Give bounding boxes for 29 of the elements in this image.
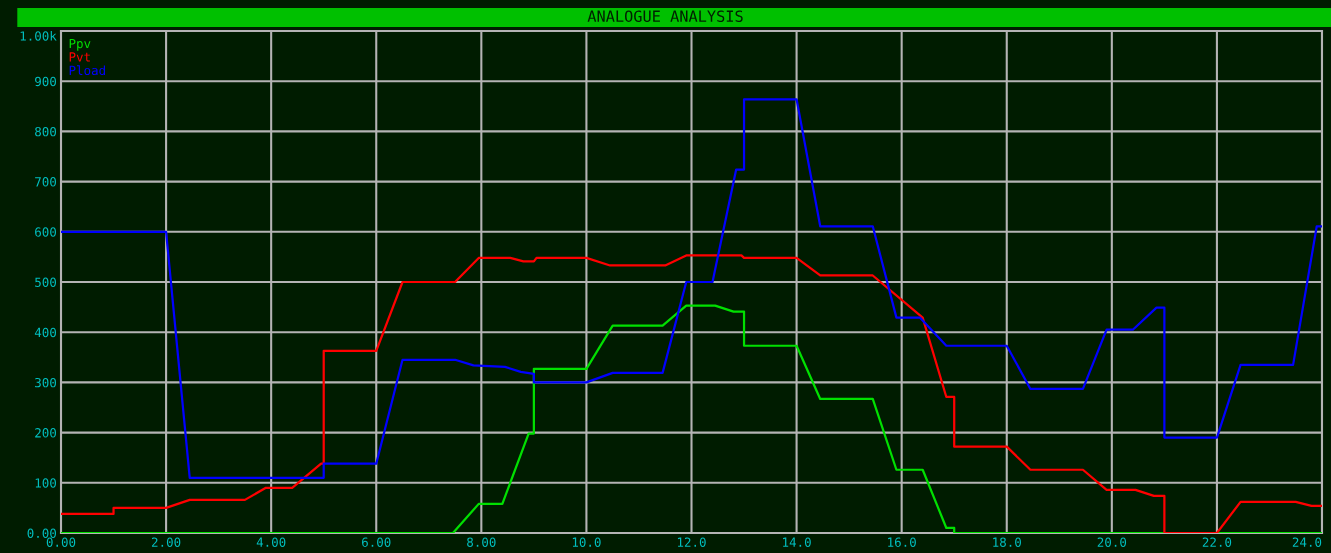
x-tick-label: 12.0 — [677, 537, 706, 547]
y-tick-label: 1.00k — [20, 31, 57, 41]
y-tick-label: 900 — [35, 76, 57, 87]
text: Pvt — [69, 52, 90, 62]
y-tick-label: 300 — [35, 377, 57, 388]
y-tick-label: 500 — [35, 277, 57, 287]
text: Pload — [69, 65, 105, 76]
x-tick-label: 16.0 — [888, 537, 916, 547]
x-tick-label: 18.0 — [993, 537, 1021, 547]
x-tick-label: 0.00 — [46, 537, 76, 547]
text: Ppv — [69, 38, 91, 51]
x-tick-label: 6.00 — [362, 537, 391, 547]
x-tick-label: 22.0 — [1202, 537, 1232, 547]
y-tick-label: 800 — [35, 126, 57, 137]
line-series — [61, 98, 1322, 479]
y-tick-label: 400 — [34, 327, 57, 338]
x-tick-label: 8.00 — [467, 537, 496, 547]
y-tick-label: 100 — [35, 478, 57, 488]
chart-title: ANALOGUE ANALYSIS — [587, 10, 743, 22]
y-tick-label: 200 — [35, 428, 57, 438]
x-tick-label: 10.0 — [572, 537, 601, 547]
x-tick-label: 20.0 — [1097, 537, 1127, 547]
x-tick-label: 24.0 — [1292, 537, 1322, 547]
y-tick-label: 0.00 — [27, 528, 57, 538]
x-tick-label: 14.0 — [783, 537, 811, 547]
y-tick-label: 600 — [35, 227, 57, 237]
x-tick-label: 4.00 — [256, 537, 286, 547]
y-tick-label: 700 — [35, 177, 57, 187]
x-tick-label: 2.00 — [151, 537, 181, 547]
